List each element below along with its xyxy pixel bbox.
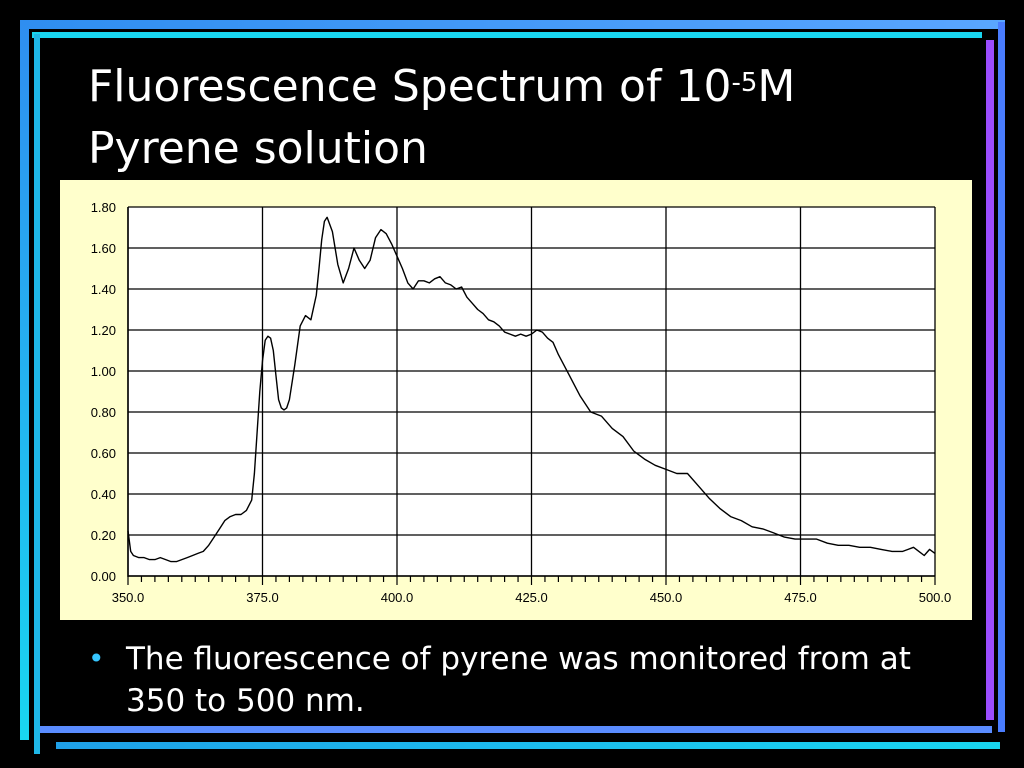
y-tick-label: 0.20 xyxy=(91,528,116,543)
fluorescence-chart: 0.00 0.20 0.40 0.60 0.80 1.00 1.20 1.40 1.60 1.80… xyxy=(91,200,952,605)
y-tick-label: 0.60 xyxy=(91,446,116,461)
bullet-text: The fluorescence of pyrene was monitored… xyxy=(126,641,911,719)
frame-bar-right-purple xyxy=(986,40,994,720)
chart-panel: 0.00 0.20 0.40 0.60 0.80 1.00 1.20 1.40 1.60 1.80… xyxy=(60,180,972,620)
frame-bar-top-blue xyxy=(20,20,1005,29)
x-tick-label: 500.0 xyxy=(919,590,952,605)
y-tick-label: 1.20 xyxy=(91,323,116,338)
title-unit: M xyxy=(757,61,796,112)
y-tick-label: 1.80 xyxy=(91,200,116,215)
spectrum-line xyxy=(127,216,936,563)
title-exponent: -5 xyxy=(731,68,758,98)
slide-title: Fluorescence Spectrum of 10-5M Pyrene sol… xyxy=(88,56,968,180)
x-tick-label: 475.0 xyxy=(784,590,817,605)
title-main: Fluorescence Spectrum of 10 xyxy=(88,61,732,112)
y-tick-label: 1.40 xyxy=(91,282,116,297)
frame-bar-right-blue xyxy=(998,22,1005,732)
title-line2: Pyrene solution xyxy=(88,123,428,174)
y-tick-label: 1.00 xyxy=(91,364,116,379)
x-tick-label: 425.0 xyxy=(515,590,548,605)
bullet-item: • The fluorescence of pyrene was monitore… xyxy=(88,638,948,722)
y-tick-label: 0.00 xyxy=(91,569,116,584)
frame-bar-left-blue xyxy=(20,20,29,740)
bullet-dot-icon: • xyxy=(88,642,105,675)
y-tick-label: 0.40 xyxy=(91,487,116,502)
frame-bar-top-cyan xyxy=(32,32,982,38)
x-tick-label: 375.0 xyxy=(246,590,279,605)
x-tick-label: 450.0 xyxy=(650,590,683,605)
x-tick-label: 350.0 xyxy=(112,590,145,605)
y-tick-label: 0.80 xyxy=(91,405,116,420)
frame-bar-bottom-cyan xyxy=(56,742,1000,749)
y-tick-label: 1.60 xyxy=(91,241,116,256)
x-tick-label: 400.0 xyxy=(381,590,414,605)
frame-bar-left-cyan xyxy=(34,34,40,754)
frame-bar-bottom-blue xyxy=(40,726,992,733)
bullet-list: • The fluorescence of pyrene was monitore… xyxy=(88,638,948,722)
